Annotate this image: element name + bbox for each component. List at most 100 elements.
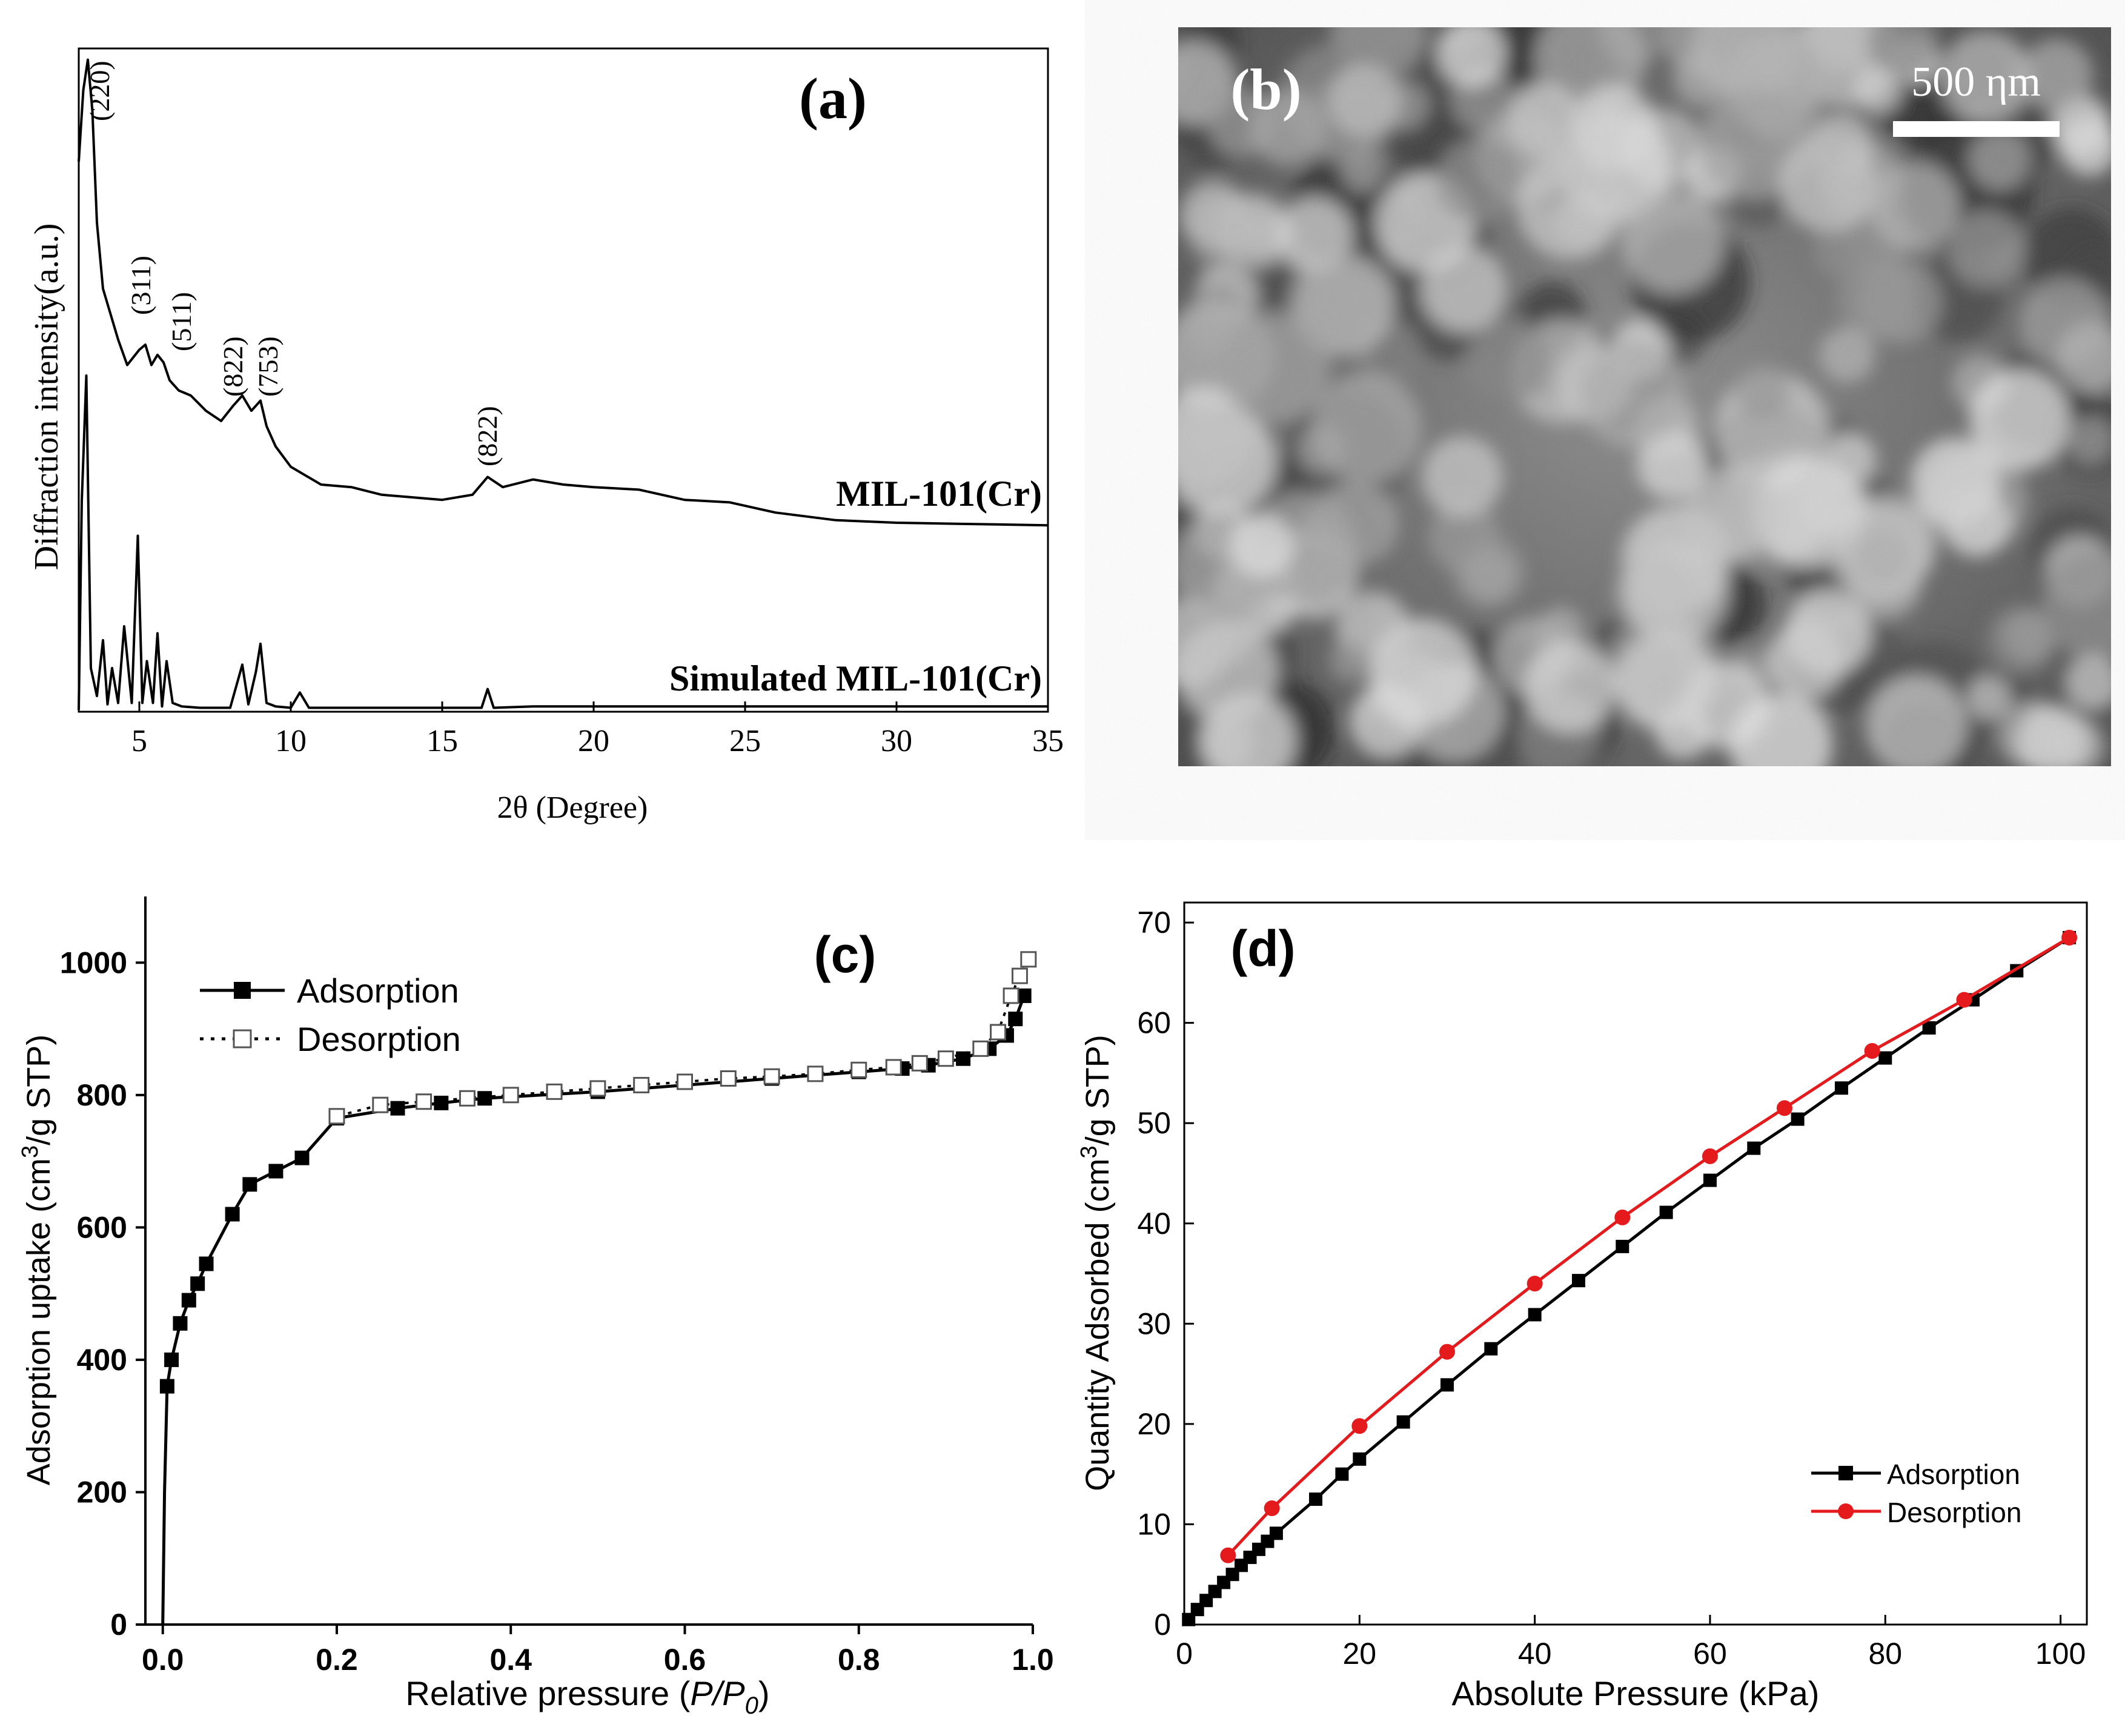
panel-a-plot-frame [78, 47, 1049, 713]
panel-d-co2-isotherm-chart: 0 20 40 60 80 100 0 10 20 30 40 50 60 70 (d) Adsorpti… [1076, 901, 2088, 1712]
panel-c-x-tick-label: 0.8 [838, 1643, 880, 1677]
panel-d-y-tick-label: 10 [1137, 1507, 1171, 1541]
panel-d-desorption-marker [1702, 1148, 1718, 1164]
panel-d-adsorption-marker [1834, 1081, 1848, 1095]
legend-d-desorption-label: Desorption [1887, 1497, 2021, 1528]
panel-c-desorption-marker [911, 1055, 928, 1072]
panel-d-adsorption-marker [1659, 1205, 1673, 1219]
panel-d-y-tick-label: 50 [1137, 1106, 1171, 1140]
panel-c-ticks: 0.0 0.2 0.4 0.6 0.8 1.0 0 200 400 600 800 1000 [60, 946, 1054, 1677]
panel-a-y-axis-label: Diffraction intensity(a.u.) [28, 224, 65, 571]
panel-b-label: (b) [1230, 57, 1301, 122]
panel-d-y-tick-label: 60 [1137, 1006, 1171, 1040]
panel-d-adsorption-marker [1353, 1452, 1367, 1466]
panel-d-adsorption-marker [1335, 1467, 1349, 1481]
panel-d-y-tick-label: 70 [1137, 906, 1171, 939]
panel-a-label: (a) [799, 66, 867, 131]
panel-d-desorption-marker [1527, 1276, 1543, 1292]
panel-d-desorption-marker [1220, 1547, 1236, 1563]
panel-c-y-tick-label: 1000 [60, 946, 127, 979]
panel-d-x-tick-label: 40 [1518, 1637, 1552, 1671]
panel-a-x-tick-label: 10 [275, 724, 307, 758]
panel-c-desorption-marker [676, 1073, 693, 1090]
panel-a-x-ticks: 5 10 15 20 25 30 35 [131, 701, 1064, 758]
panel-a-peak-annotation: (220) [84, 61, 115, 121]
panel-d-x-axis-label: Absolute Pressure (kPa) [1452, 1674, 1820, 1712]
panel-c-y-tick-label: 200 [77, 1475, 127, 1509]
sem-scale-bar [1893, 121, 2060, 137]
panel-a-x-tick-label: 15 [426, 724, 458, 758]
panel-d-adsorption-marker [1396, 1415, 1410, 1429]
panel-d-desorption-marker [1439, 1343, 1455, 1360]
panel-d-adsorption-marker [1484, 1342, 1498, 1356]
panel-c-y-tick-label: 0 [110, 1608, 127, 1642]
panel-c-x-tick-label: 0.4 [489, 1643, 532, 1677]
panel-c-desorption-marker [1003, 987, 1019, 1004]
panel-a-x-tick-label: 25 [729, 724, 761, 758]
panel-c-adsorption-marker [159, 1379, 174, 1394]
panel-a-x-tick-label: 5 [131, 724, 147, 758]
panel-c-adsorption-marker [225, 1207, 240, 1222]
panel-d-legend: Adsorption Desorption [1811, 1459, 2021, 1528]
panel-d-adsorption-marker [1440, 1378, 1454, 1392]
panel-c-adsorption-marker [268, 1164, 283, 1179]
legend-adsorption-marker [234, 982, 251, 999]
panel-c-y-tick-label: 600 [77, 1210, 127, 1244]
panel-c-desorption-marker [502, 1087, 519, 1104]
panel-c-desorption-marker [1011, 967, 1028, 984]
panel-c-adsorption-marker [477, 1091, 492, 1106]
panel-c-adsorption-marker [173, 1316, 188, 1331]
panel-c-desorption-marker [459, 1090, 476, 1107]
legend-d-adsorption-label: Adsorption [1887, 1459, 2020, 1490]
panel-d-adsorption-marker [1182, 1612, 1196, 1626]
panel-d-y-axis-label: Quantity Adsorbed (cm3/g STP) [1076, 1035, 1116, 1491]
panel-a-series-label-mil101: MIL-101(Cr) [836, 474, 1042, 514]
panel-c-desorption-marker [416, 1093, 433, 1110]
panel-d-x-tick-label: 80 [1868, 1637, 1902, 1671]
panel-a-peak-annotation: (311) [125, 256, 156, 315]
panel-c-x-tick-label: 0.0 [142, 1643, 184, 1677]
panel-c-adsorption-marker [242, 1177, 257, 1192]
panel-d-adsorption-marker [1269, 1526, 1283, 1540]
panel-a-x-tick-label: 35 [1032, 724, 1064, 758]
panel-c-desorption-marker [850, 1061, 867, 1078]
legend-d-desorption-marker [1838, 1503, 1854, 1519]
panel-c-adsorption-marker [190, 1276, 205, 1291]
panel-d-desorption-marker [1351, 1418, 1368, 1434]
panel-d-plot-frame [1183, 901, 2088, 1626]
panel-a-series-line-simulated [78, 374, 1048, 711]
panel-d-desorption-marker [1864, 1043, 1880, 1059]
sem-scale-bar-label: 500 ηm [1911, 59, 2041, 105]
legend-d-adsorption-marker [1838, 1466, 1853, 1480]
panel-d-desorption-marker [1264, 1500, 1280, 1516]
panel-d-desorption-marker [1614, 1209, 1631, 1225]
panel-d-y-tick-label: 20 [1137, 1407, 1171, 1441]
panel-c-y-axis-label: Adsorption uptake (cm3/g STP) [18, 1035, 57, 1485]
panel-a-x-axis-label: 2θ (Degree) [497, 790, 648, 825]
panel-d-adsorption-marker [1308, 1492, 1322, 1506]
panel-c-x-tick-label: 0.6 [664, 1643, 706, 1677]
panel-d-adsorption-marker [1878, 1051, 1892, 1065]
panel-d-series [1182, 929, 2078, 1626]
panel-d-y-tick-label: 40 [1137, 1207, 1171, 1241]
panel-a-series [78, 58, 1049, 711]
panel-c-desorption-marker [589, 1080, 606, 1097]
panel-c-y-tick-label: 800 [77, 1078, 127, 1112]
panel-c-legend: Adsorption Desorption [200, 972, 461, 1058]
panel-a-x-tick-label: 30 [881, 724, 912, 758]
panel-a-xrd-chart: 5 10 15 20 25 30 35 (220)(311)(511)(822) (753)(… [28, 47, 1064, 825]
panel-a-series-line-mil101 [78, 58, 1049, 527]
panel-c-adsorption-marker [181, 1293, 196, 1308]
panel-c-x-tick-label: 1.0 [1012, 1643, 1054, 1677]
panel-c-desorption-marker [885, 1059, 902, 1076]
panel-c-desorption-marker [807, 1065, 824, 1082]
panel-d-adsorption-marker [1747, 1141, 1761, 1155]
panel-a-peak-annotations: (220)(311)(511)(822) (753)(822) [84, 61, 503, 466]
panel-a-peak-annotation: (822) [472, 406, 503, 466]
panel-c-adsorption-marker [390, 1101, 405, 1116]
panel-c-y-tick-label: 400 [77, 1343, 127, 1377]
panel-c-desorption-marker [937, 1050, 954, 1067]
panel-c-desorption-marker [328, 1108, 345, 1125]
panel-d-adsorption-marker [1791, 1112, 1805, 1126]
panel-c-series [159, 951, 1037, 1625]
